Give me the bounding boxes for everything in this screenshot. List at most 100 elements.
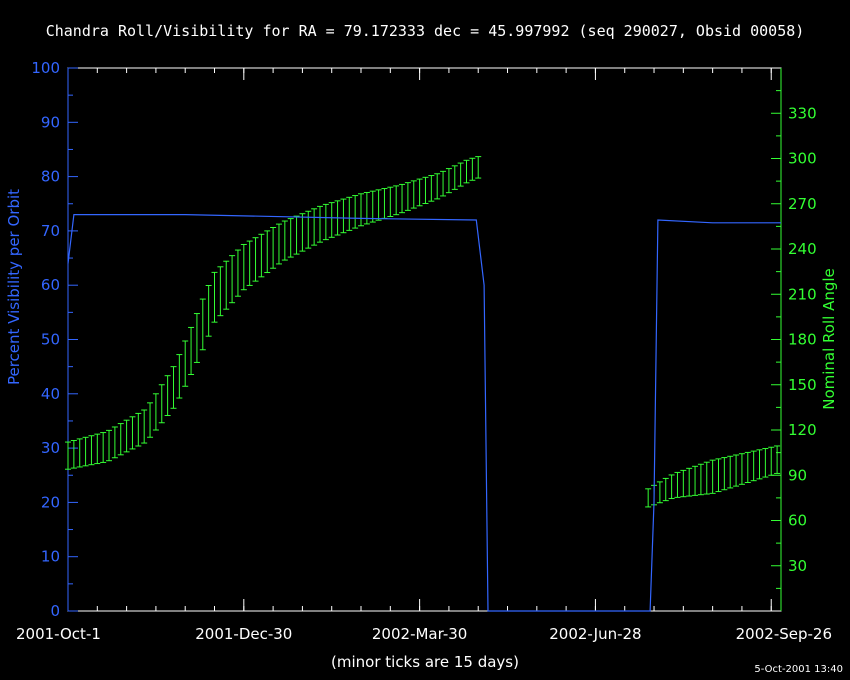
roll-error-bar (440, 170, 447, 197)
right-y-axis-label: Nominal Roll Angle (820, 268, 838, 410)
roll-error-bar (422, 176, 429, 204)
roll-error-bar (680, 469, 687, 498)
right-y-tick-label: 120 (788, 421, 817, 439)
roll-error-bar (774, 445, 781, 474)
roll-error-bar (463, 159, 470, 184)
roll-error-bar (65, 441, 71, 470)
roll-error-bar (475, 156, 482, 179)
roll-error-bar (457, 162, 464, 187)
roll-error-bar (445, 168, 452, 194)
left-y-tick-label: 10 (41, 548, 60, 566)
roll-error-bar (686, 467, 693, 497)
x-tick-label: 2001-Dec-30 (195, 625, 292, 643)
roll-error-bar (369, 190, 376, 223)
left-y-tick-label: 90 (41, 113, 60, 131)
roll-error-bar (703, 461, 710, 495)
roll-error-bar (656, 481, 663, 504)
roll-error-bar (111, 426, 118, 459)
roll-error-bar (340, 198, 347, 234)
roll-error-bar (434, 173, 441, 200)
left-y-axis-label: Percent Visibility per Orbit (5, 189, 23, 385)
roll-error-bar (697, 463, 704, 496)
roll-error-bar (123, 419, 130, 453)
roll-error-bar (94, 433, 101, 465)
roll-error-bar (316, 205, 323, 243)
right-y-tick-label: 270 (788, 195, 817, 213)
roll-error-bar (410, 180, 417, 209)
roll-error-bar (270, 227, 277, 269)
right-y-tick-label: 90 (788, 466, 807, 484)
left-y-tick-label: 20 (41, 493, 60, 511)
roll-error-bar (469, 157, 476, 181)
right-y-tick-label: 300 (788, 150, 817, 168)
visibility-line (67, 214, 781, 612)
right-y-tick-label: 180 (788, 331, 817, 349)
roll-error-bar (275, 223, 282, 265)
roll-error-bar (375, 189, 382, 221)
roll-error-bar (328, 202, 335, 238)
roll-error-bar (322, 203, 329, 241)
roll-error-bar (170, 366, 177, 409)
x-tick-label: 2002-Mar-30 (372, 625, 467, 643)
roll-error-bar (217, 266, 224, 317)
x-tick-label: 2002-Sep-26 (736, 625, 832, 643)
roll-error-bar (352, 195, 359, 229)
left-y-tick-label: 80 (41, 168, 60, 186)
roll-error-bar (252, 237, 259, 282)
right-y-tick-label: 240 (788, 240, 817, 258)
roll-error-bar (733, 454, 740, 487)
roll-error-bar (311, 208, 318, 246)
roll-angle-series (65, 156, 781, 508)
roll-error-bar (762, 448, 769, 478)
roll-error-bar (404, 182, 411, 211)
roll-error-bar (117, 423, 124, 456)
roll-error-bar (416, 178, 423, 207)
roll-error-bar (182, 340, 189, 387)
left-y-tick-label: 60 (41, 276, 60, 294)
roll-error-bar (188, 326, 195, 375)
visibility-series (67, 214, 781, 612)
right-y-tick-label: 60 (788, 512, 807, 530)
roll-error-bar (70, 439, 77, 469)
roll-error-bar (299, 213, 306, 252)
roll-error-bar (727, 455, 734, 489)
left-y-tick-label: 0 (50, 602, 60, 620)
left-y-tick-label: 70 (41, 222, 60, 240)
roll-error-bar (229, 255, 236, 304)
left-y-tick-label: 50 (41, 331, 60, 349)
right-y-tick-label: 150 (788, 376, 817, 394)
roll-error-bar (199, 298, 206, 351)
roll-error-bar (106, 429, 113, 462)
left-y-axis: 0 10 20 30 40 50 60 70 80 90 100 (31, 59, 78, 620)
roll-error-bar (211, 271, 218, 323)
roll-error-bar (358, 193, 365, 227)
roll-error-bar (721, 457, 728, 491)
roll-error-bar (750, 450, 757, 482)
roll-error-bar (674, 471, 681, 498)
left-y-tick-label: 100 (31, 59, 60, 77)
roll-error-bar (738, 453, 745, 485)
roll-error-bar (234, 249, 241, 297)
roll-error-bar (668, 474, 675, 500)
roll-error-bar (147, 402, 154, 438)
roll-error-bar (399, 183, 406, 214)
roll-error-bar (152, 393, 159, 431)
roll-error-bar (205, 285, 212, 337)
roll-error-bar (240, 243, 247, 291)
x-axis: 2001-Oct-1 2001-Dec-30 2002-Mar-30 2002-Jun… (16, 68, 832, 643)
roll-error-bar (692, 465, 699, 496)
roll-error-bar (88, 435, 95, 466)
roll-error-bar (82, 436, 89, 467)
chart-title: Chandra Roll/Visibility for RA = 79.1723… (46, 22, 805, 40)
roll-error-bar (158, 384, 165, 424)
x-tick-label: 2002-Jun-28 (549, 625, 641, 643)
roll-error-bar (258, 233, 265, 278)
roll-error-bar (100, 432, 107, 463)
right-y-tick-label: 330 (788, 104, 817, 122)
roll-error-bar (129, 416, 136, 450)
timestamp: 5-Oct-2001 13:40 (754, 664, 843, 675)
roll-error-bar (281, 220, 288, 261)
left-y-tick-label: 40 (41, 385, 60, 403)
